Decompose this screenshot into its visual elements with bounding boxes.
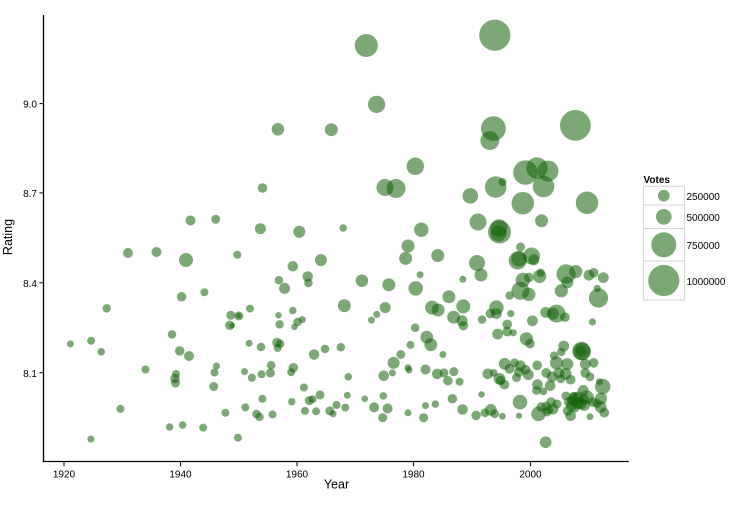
svg-text:1940: 1940 xyxy=(169,469,192,480)
svg-text:9.0: 9.0 xyxy=(23,100,37,111)
svg-text:1960: 1960 xyxy=(286,469,309,480)
svg-text:Votes: Votes xyxy=(644,175,671,186)
svg-text:1000000: 1000000 xyxy=(687,277,726,288)
svg-text:1980: 1980 xyxy=(402,469,425,480)
svg-text:8.4: 8.4 xyxy=(23,279,37,290)
svg-text:8.1: 8.1 xyxy=(23,369,37,380)
svg-text:750000: 750000 xyxy=(687,241,721,252)
svg-text:Year: Year xyxy=(324,478,349,492)
svg-text:2000: 2000 xyxy=(519,469,542,480)
svg-text:Rating: Rating xyxy=(1,219,15,255)
svg-text:8.7: 8.7 xyxy=(23,189,37,200)
svg-text:1920: 1920 xyxy=(53,469,76,480)
svg-text:500000: 500000 xyxy=(687,213,721,224)
svg-text:250000: 250000 xyxy=(687,192,721,203)
